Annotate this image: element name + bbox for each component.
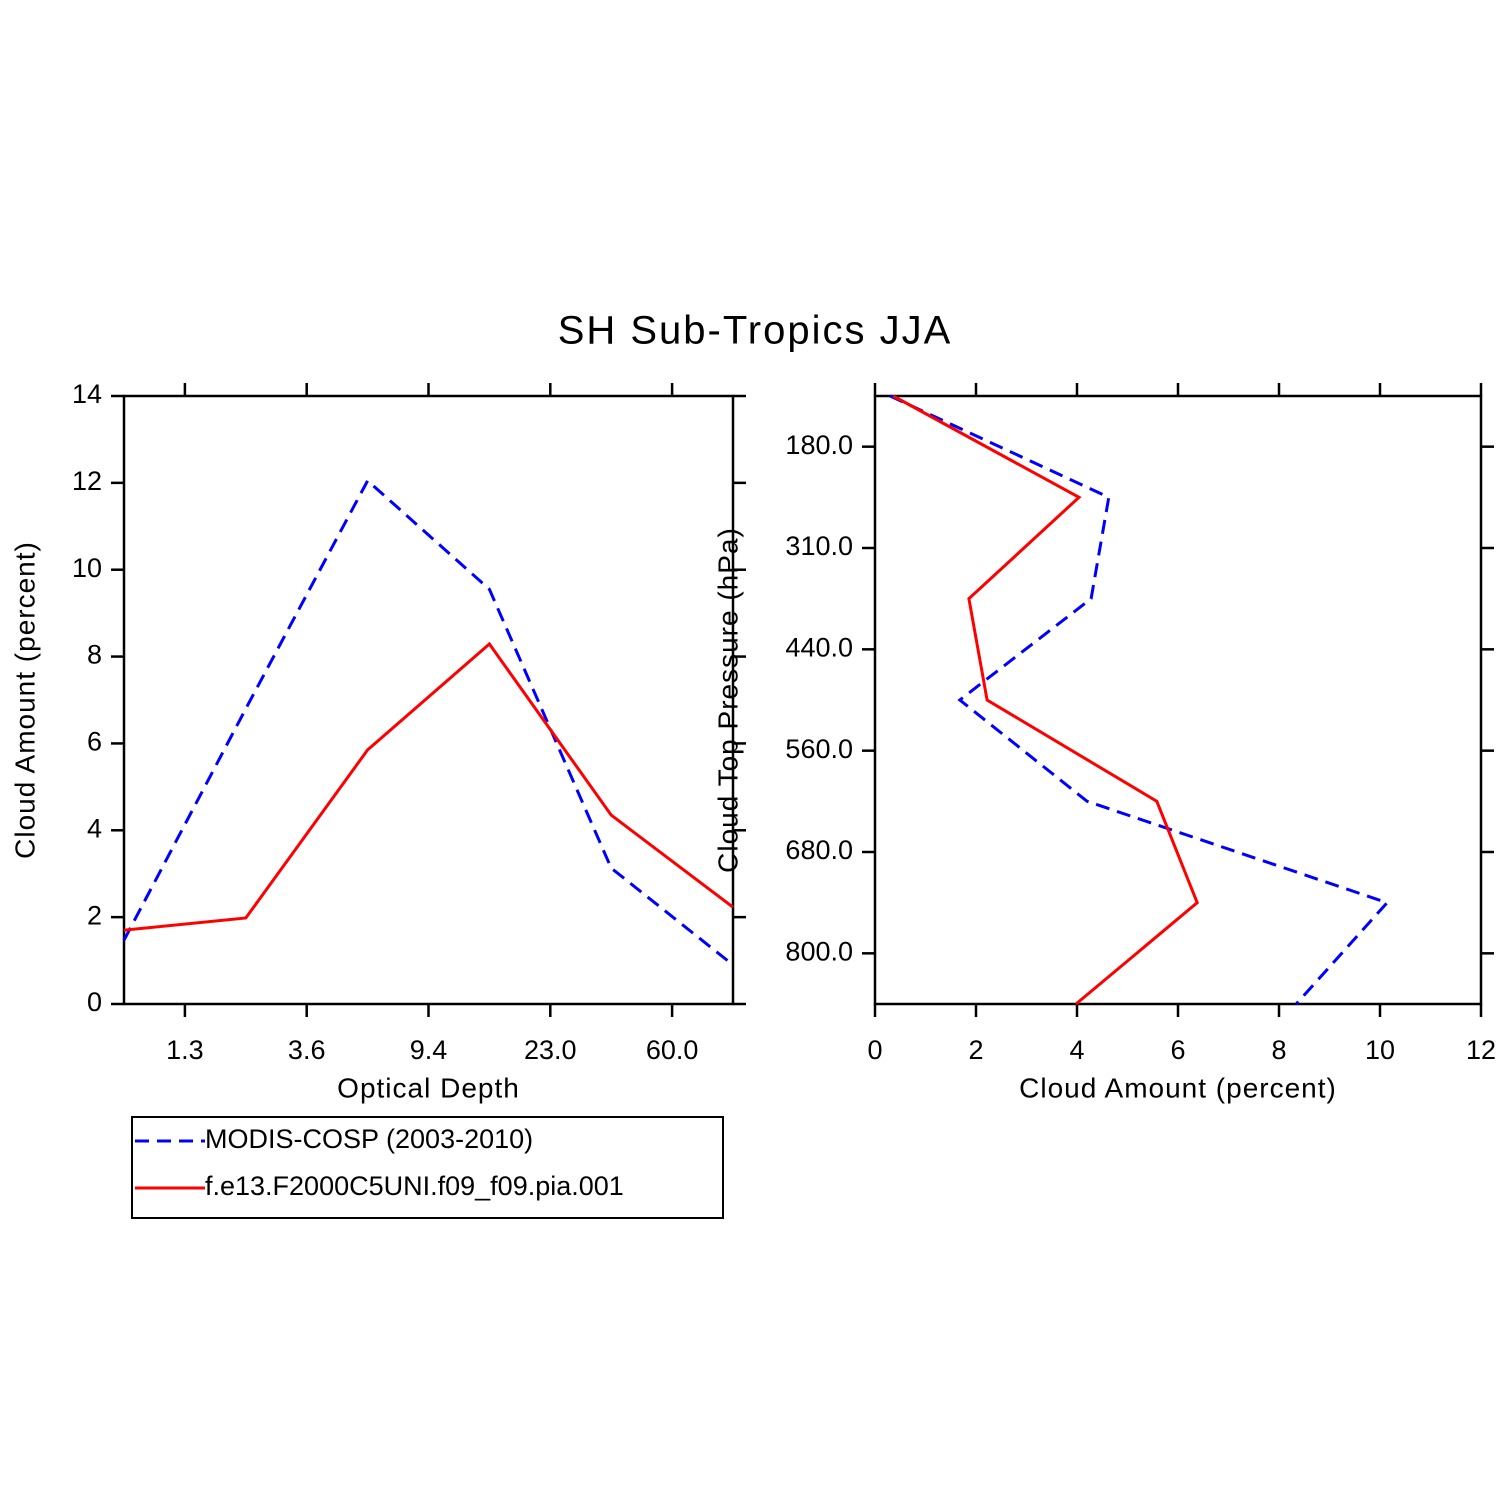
series-line bbox=[122, 478, 734, 967]
y-tick-label: 0 bbox=[87, 987, 102, 1017]
y-tick-label: 440.0 bbox=[785, 632, 853, 662]
y-tick-label: 2 bbox=[87, 900, 102, 930]
chart-title: SH Sub-Tropics JJA bbox=[558, 309, 953, 353]
x-tick-label: 0 bbox=[867, 1035, 882, 1065]
x-tick-label: 2 bbox=[968, 1035, 983, 1065]
y-tick-label: 180.0 bbox=[785, 430, 853, 460]
y-tick-label: 10 bbox=[72, 553, 102, 583]
x-tick-label: 10 bbox=[1365, 1035, 1395, 1065]
x-tick-label: 8 bbox=[1271, 1035, 1286, 1065]
series-line bbox=[123, 641, 734, 932]
y-tick-label: 800.0 bbox=[785, 936, 853, 966]
y-tick-label: 680.0 bbox=[785, 835, 853, 865]
y-tick-label: 6 bbox=[87, 727, 102, 757]
legend-label: f.e13.F2000C5UNI.f09_f09.pia.001 bbox=[205, 1171, 624, 1201]
x-tick-label: 1.3 bbox=[166, 1035, 204, 1065]
y-tick-label: 4 bbox=[87, 813, 102, 843]
y-tick-label: 310.0 bbox=[785, 531, 853, 561]
y-tick-label: 560.0 bbox=[785, 734, 853, 764]
x-tick-label: 12 bbox=[1466, 1035, 1496, 1065]
x-tick-label: 3.6 bbox=[288, 1035, 326, 1065]
series-line bbox=[889, 394, 1390, 1006]
y-axis-label: Cloud Top Pressure (hPa) bbox=[712, 527, 743, 873]
legend-box bbox=[131, 1116, 724, 1219]
y-tick-label: 8 bbox=[87, 640, 102, 670]
legend-label: MODIS-COSP (2003-2010) bbox=[205, 1124, 533, 1154]
y-axis-label: Cloud Amount (percent) bbox=[9, 541, 40, 859]
x-tick-label: 60.0 bbox=[646, 1035, 699, 1065]
x-tick-label: 23.0 bbox=[524, 1035, 577, 1065]
series-line bbox=[892, 394, 1199, 1006]
x-tick-label: 6 bbox=[1170, 1035, 1185, 1065]
y-tick-label: 14 bbox=[72, 379, 102, 409]
x-tick-label: 4 bbox=[1069, 1035, 1084, 1065]
x-tick-label: 9.4 bbox=[410, 1035, 448, 1065]
x-axis-label: Cloud Amount (percent) bbox=[1019, 1072, 1337, 1103]
x-axis-label: Optical Depth bbox=[337, 1072, 520, 1103]
y-tick-label: 12 bbox=[72, 466, 102, 496]
